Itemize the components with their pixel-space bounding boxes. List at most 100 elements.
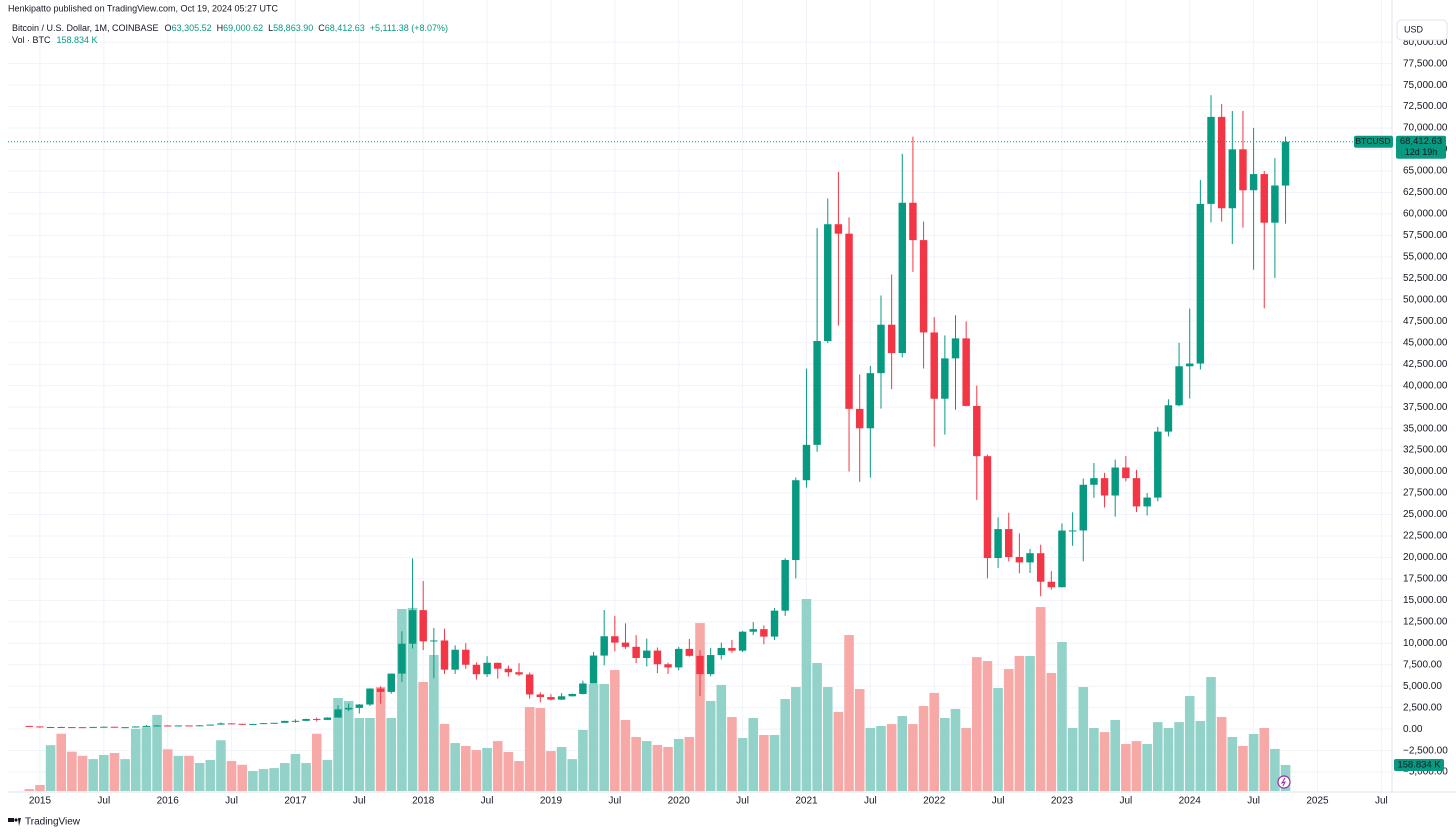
candle-body (46, 726, 55, 728)
volume-bar (471, 750, 482, 791)
y-tick-label: 0.00 (1403, 724, 1423, 735)
y-tick-label: 52,500.00 (1403, 273, 1448, 284)
candle-body (1047, 581, 1056, 588)
y-tick-label: 75,000.00 (1403, 80, 1448, 91)
x-tick-label: Jul (481, 796, 494, 807)
x-tick-label: 2021 (795, 796, 818, 807)
symbol-legend: Bitcoin / U.S. Dollar, 1M, COINBASE O63,3… (12, 23, 448, 33)
candle-body (1154, 431, 1162, 498)
candle-body (1249, 174, 1258, 191)
candle-body (121, 727, 129, 729)
candle-body (1036, 553, 1045, 582)
candle-body (25, 725, 34, 727)
volume-bar (535, 708, 546, 791)
x-tick-label: Jul (1247, 796, 1260, 807)
ohlc-value: 58,863.90 (273, 23, 313, 33)
candle-body (376, 688, 385, 692)
icon-bolt[interactable] (1280, 777, 1286, 787)
volume-bar (727, 717, 737, 791)
volume-bar (620, 719, 631, 791)
volume-bar (748, 717, 759, 791)
volume-title: Vol · BTC (12, 35, 51, 45)
y-tick-label: 7,500.00 (1403, 659, 1442, 670)
volume-bar (865, 727, 876, 791)
volume-bar (450, 743, 460, 791)
candle-body (366, 688, 374, 705)
y-tick-label: 27,500.00 (1403, 488, 1448, 499)
volume-bar (1163, 727, 1174, 791)
x-tick-label: 2020 (668, 796, 691, 807)
volume-bar (503, 752, 514, 791)
candle-body (930, 332, 938, 399)
candle-body (983, 456, 992, 559)
x-tick-label: 2023 (1051, 796, 1074, 807)
y-tick-label: 10,000.00 (1403, 638, 1448, 649)
candle-body (174, 725, 183, 727)
replay-icon[interactable] (1277, 775, 1291, 789)
candle-body (1164, 405, 1173, 432)
volume-bar (641, 741, 652, 791)
volume-bar (929, 692, 940, 791)
candle-body (696, 655, 704, 675)
x-tick-label: Jul (225, 796, 238, 807)
ohlc-value: 69,000.62 (223, 23, 263, 33)
volume-bar (1025, 655, 1035, 791)
currency-label[interactable]: USD (1404, 24, 1424, 34)
volume-bar (130, 728, 141, 791)
candle-body (1005, 529, 1013, 557)
candle-body (1026, 553, 1034, 563)
candle-body (419, 610, 427, 642)
y-tick-label: 37,500.00 (1403, 402, 1448, 413)
y-tick-label: 40,000.00 (1403, 380, 1448, 391)
y-tick-label: 32,500.00 (1403, 445, 1448, 456)
candle-body (749, 629, 757, 632)
volume-bar (45, 745, 56, 791)
volume-bar (407, 608, 418, 791)
y-tick-label: 77,500.00 (1403, 58, 1448, 69)
candle-body (1239, 149, 1247, 191)
volume-bar (397, 608, 407, 791)
candle-body (643, 650, 651, 658)
volume-bar (1131, 741, 1142, 791)
candle-body (834, 224, 843, 234)
candle-body (973, 405, 981, 457)
volume-tag (1394, 759, 1444, 772)
candle-body (1196, 203, 1205, 364)
y-tick-label: 20,000.00 (1403, 552, 1448, 563)
volume-bar (1259, 727, 1270, 791)
price-pane (8, 95, 1392, 729)
y-tick-label: 47,500.00 (1403, 316, 1448, 327)
candle-body (142, 725, 151, 727)
candle-body (855, 408, 864, 429)
volume-bar (162, 749, 173, 791)
candle-body (36, 726, 44, 728)
candle-body (962, 338, 970, 406)
volume-bar (290, 754, 301, 791)
candle-body (1068, 530, 1077, 532)
volume-bar (216, 740, 226, 791)
volume-bar (546, 751, 556, 791)
candle-body (1175, 366, 1183, 406)
y-tick-label: 5,000.00 (1403, 681, 1442, 692)
candle-body (195, 725, 204, 727)
candle-body (270, 722, 278, 724)
volume-bar (588, 683, 599, 791)
symbol: Bitcoin / U.S. Dollar, 1M, COINBASE (12, 23, 159, 33)
currency-button[interactable] (1396, 19, 1448, 41)
candle-body (1207, 116, 1215, 204)
candle-body (1015, 556, 1024, 563)
candle-body (589, 655, 598, 684)
volume-tag-label: 158.834 K (1397, 760, 1441, 771)
candle-body (909, 202, 917, 241)
candle-body (951, 338, 960, 359)
volume-bar (1142, 744, 1152, 791)
candle-body (249, 723, 257, 725)
candle-body (653, 650, 662, 665)
volume-bar (88, 759, 98, 791)
candle-body (600, 636, 608, 656)
candle-body (611, 636, 619, 643)
x-tick-label: Jul (1119, 796, 1132, 807)
candle-body (1143, 497, 1151, 507)
volume-bar (1216, 717, 1227, 791)
